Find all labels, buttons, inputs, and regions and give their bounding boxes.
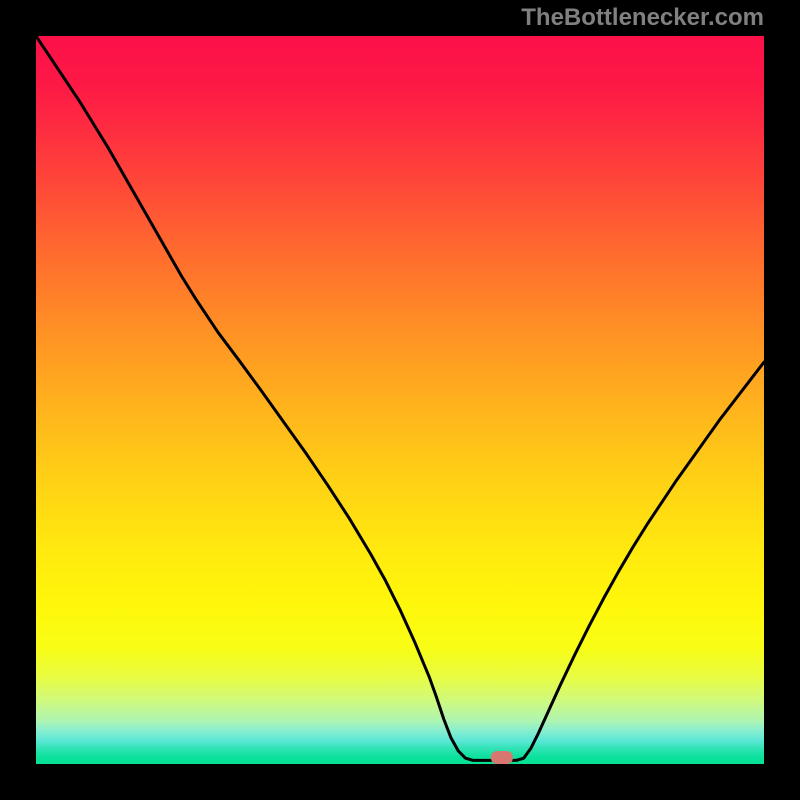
watermark-text: TheBottlenecker.com xyxy=(521,4,764,32)
optimal-marker xyxy=(491,751,513,764)
bottleneck-curve-chart xyxy=(0,0,800,800)
chart-container: { "watermark": { "text": "TheBottlenecke… xyxy=(0,0,800,800)
gradient-plot-area xyxy=(36,36,764,764)
